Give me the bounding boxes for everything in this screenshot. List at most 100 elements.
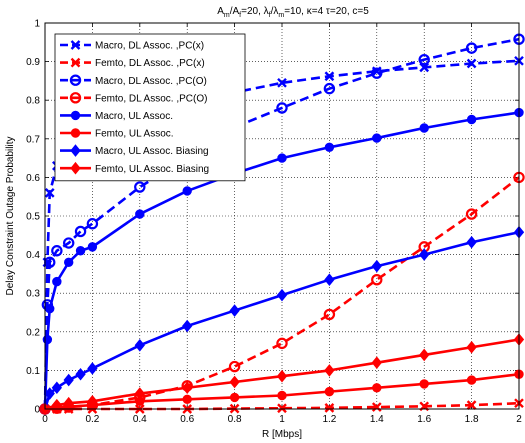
data-point bbox=[52, 276, 62, 287]
data-point bbox=[324, 402, 335, 413]
data-point bbox=[87, 394, 98, 408]
title-sub-f2: f bbox=[269, 12, 271, 19]
series-line bbox=[44, 176, 520, 411]
x-axis-title: R [Mbps] bbox=[262, 429, 302, 440]
y-axis-title: Delay Constraint Outage Probability bbox=[5, 137, 16, 296]
data-point bbox=[419, 62, 430, 73]
axis-ticks: 0 0.2 0.4 0.6 0.8 1 1.2 1.4 1.6 1.8 2 0 0.1 0.2 0.3 0.4… bbox=[26, 19, 522, 426]
data-point bbox=[466, 375, 477, 385]
data-point bbox=[323, 82, 336, 95]
data-point bbox=[372, 383, 382, 393]
data-point bbox=[276, 288, 288, 302]
data-point bbox=[44, 387, 55, 400]
series-7 bbox=[39, 333, 525, 416]
data-point bbox=[135, 209, 145, 219]
data-point bbox=[419, 248, 430, 261]
data-point bbox=[465, 42, 478, 54]
x-tick-label: 0.2 bbox=[85, 414, 99, 425]
y-tick-label: 0.7 bbox=[26, 134, 40, 145]
data-point bbox=[75, 367, 86, 381]
data-point bbox=[182, 186, 192, 196]
y-tick-label: 0.4 bbox=[26, 250, 40, 261]
y-tick-label: 1 bbox=[34, 19, 40, 30]
data-point bbox=[134, 181, 146, 193]
data-point bbox=[277, 153, 287, 163]
title-sub-m: m bbox=[224, 12, 230, 19]
legend-swatch-marker bbox=[70, 110, 81, 121]
title-part-A: A bbox=[217, 6, 224, 17]
legend-entry: Femto, UL Assoc. bbox=[60, 128, 174, 140]
data-point bbox=[86, 218, 99, 230]
data-point bbox=[277, 77, 287, 88]
y-tick-label: 0.3 bbox=[26, 289, 40, 300]
data-point bbox=[419, 123, 429, 133]
data-point bbox=[44, 187, 55, 198]
y-tick-label: 0.6 bbox=[26, 173, 40, 184]
data-point bbox=[466, 114, 477, 125]
data-point bbox=[182, 394, 192, 405]
legend-swatch-marker bbox=[70, 161, 81, 175]
legend: Macro, DL Assoc. ,PC(x) Femto, DL Assoc. … bbox=[54, 33, 246, 182]
data-point bbox=[371, 402, 382, 412]
legend-entry: Femto, UL Assoc. Biasing bbox=[60, 161, 209, 175]
data-point bbox=[324, 386, 335, 397]
series-line bbox=[43, 37, 520, 410]
data-point bbox=[42, 334, 53, 345]
data-point bbox=[372, 133, 382, 143]
data-point bbox=[324, 142, 335, 152]
data-point bbox=[74, 225, 87, 238]
data-point bbox=[371, 356, 382, 369]
data-point bbox=[277, 390, 287, 401]
legend-entry: Macro, UL Assoc. bbox=[60, 110, 173, 122]
x-tick-label: 0.4 bbox=[133, 414, 147, 425]
data-point bbox=[324, 273, 335, 286]
data-point bbox=[371, 273, 383, 286]
data-point bbox=[324, 71, 335, 82]
x-tick-label: 1.6 bbox=[417, 414, 431, 425]
data-point bbox=[466, 58, 477, 69]
x-tick-label: 2 bbox=[516, 414, 522, 425]
data-point bbox=[51, 245, 63, 257]
x-tick-label: 1.2 bbox=[322, 414, 336, 425]
data-point bbox=[419, 348, 430, 362]
x-tick-label: 0.6 bbox=[180, 414, 194, 425]
title-part-slash2: /λ bbox=[271, 6, 279, 17]
legend-label: Femto, UL Assoc. Biasing bbox=[95, 164, 209, 175]
legend-swatch-marker bbox=[70, 57, 81, 68]
data-point bbox=[276, 369, 288, 383]
legend-swatch-marker bbox=[69, 74, 82, 86]
data-point bbox=[51, 398, 62, 412]
legend-box bbox=[54, 33, 246, 182]
y-tick-label: 0.9 bbox=[26, 57, 40, 68]
legend-label: Macro, UL Assoc. bbox=[95, 111, 173, 122]
data-point bbox=[276, 337, 288, 350]
data-point bbox=[323, 308, 336, 321]
data-point bbox=[45, 303, 55, 314]
data-point bbox=[51, 381, 62, 395]
legend-entry: Macro, DL Assoc. ,PC(x) bbox=[60, 40, 204, 52]
chart-title: Am/Af=20, λf/λm=10, κ=4 τ=20, c=5 bbox=[217, 6, 369, 19]
x-tick-label: 0.8 bbox=[228, 414, 242, 425]
data-point bbox=[466, 400, 477, 410]
data-point bbox=[63, 373, 74, 387]
data-point bbox=[62, 237, 75, 249]
legend-label: Macro, DL Assoc. ,PC(O) bbox=[95, 76, 207, 87]
data-point bbox=[87, 362, 98, 375]
title-part-eq1: =20, λ bbox=[241, 6, 269, 17]
data-point bbox=[228, 360, 241, 373]
data-point bbox=[229, 304, 240, 317]
title-sub-f: f bbox=[239, 12, 241, 19]
y-tick-label: 0.2 bbox=[26, 327, 40, 338]
legend-label: Macro, DL Assoc. ,PC(x) bbox=[95, 41, 204, 52]
legend-swatch-marker bbox=[69, 92, 82, 104]
x-tick-label: 1 bbox=[279, 414, 285, 425]
y-tick-label: 0.1 bbox=[26, 366, 40, 377]
y-tick-label: 0.5 bbox=[26, 212, 40, 223]
data-point bbox=[276, 102, 288, 114]
legend-label: Macro, UL Assoc. Biasing bbox=[95, 146, 209, 157]
data-point bbox=[229, 375, 240, 389]
data-point bbox=[277, 403, 287, 414]
legend-label: Femto, DL Assoc. ,PC(O) bbox=[95, 93, 207, 104]
data-point bbox=[419, 379, 429, 389]
